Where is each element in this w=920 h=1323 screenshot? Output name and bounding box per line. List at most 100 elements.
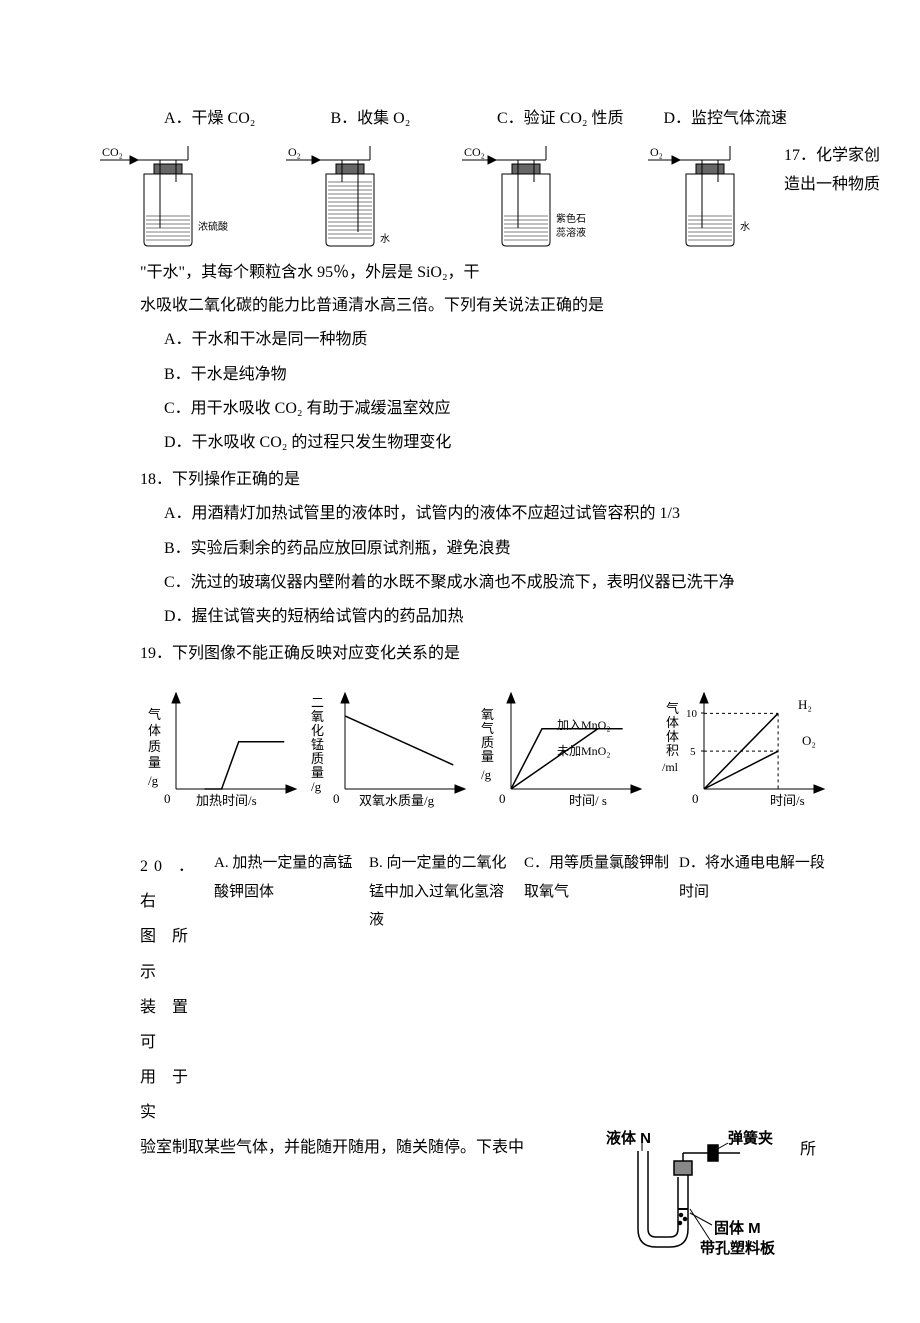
q18-opt-c: C．洗过的玻璃仪器内壁附着的水既不聚成水滴也不成股流下，表明仪器已洗干净 [164,568,830,598]
q18-opt-d: D．握住试管夹的短柄给试管内的药品加热 [164,602,830,632]
graph-c-series1: 加入MnO₂ [557,718,611,732]
q19-cap-d: D．将水通电电解一段时间 [675,849,830,935]
svg-text:体: 体 [148,723,161,738]
svg-text:/g: /g [481,767,492,782]
q20-left-text: 20 ． 右 图 所 示 装 置 可 用 于 实 [140,849,210,1131]
q16-fig-c: CO₂ [462,142,612,252]
q19-graph-a: 气 体 质 量 /g 0 加热时间/s [140,689,305,819]
q16-figures-row: CO₂ [100,142,880,252]
q17-opt-d: D．干水吸收 CO₂ 的过程只发生物理变化 [164,428,830,458]
q20-tail-2: 所 [800,1133,830,1165]
svg-text:质: 质 [481,735,494,750]
graph-a-icon: 气 体 质 量 /g 0 加热时间/s [140,689,305,819]
graph-d-icon: 气 体 体 积 /ml 10 5 H₂ O₂ 0 时间/s [660,689,840,819]
q17-line2: 水吸收二氧化碳的能力比普通清水高三倍。下列有关说法正确的是 [140,291,830,321]
q19-cap-b: B. 向一定量的二氧化锰中加入过氧化氢溶液 [365,849,520,935]
graph-b-origin: 0 [333,791,340,806]
q20-left-3: 装 置 可 [140,990,210,1060]
svg-text:量: 量 [311,765,324,780]
q20-left-2: 图 所 示 [140,919,210,989]
graph-c-series2: 未加MnO₂ [557,744,611,758]
svg-text:气: 气 [481,721,494,736]
svg-text:/ml: /ml [662,760,679,774]
q20-tail-text: 验室制取某些气体，并能随开随用，随关随停。下表中 [140,1133,600,1163]
liquid-label-a: 浓硫酸 [198,220,228,233]
q16-opt-b: B．收集 O₂ [331,104,498,134]
svg-text:化: 化 [311,723,324,738]
graph-d-xlabel: 时间/s [770,793,805,808]
svg-text:二: 二 [311,695,324,710]
q17-options: A．干水和干冰是同一种物质 B．干水是纯净物 C．用干水吸收 CO₂ 有助于减缓… [164,325,830,459]
q16-opt-c: C．验证 CO₂ 性质 [497,104,664,134]
q20-tail-1: 验室制取某些气体，并能随开随用，随关随停。下表中 [140,1139,524,1156]
bottle-c-icon: CO₂ [462,142,612,252]
q16-opt-d: D．监控气体流速 [664,104,831,134]
graph-c-xlabel: 时间/ s [569,793,607,808]
q17-lead-line2: 造出一种物质 [784,171,880,200]
page: A．干燥 CO₂ B．收集 O₂ C．验证 CO₂ 性质 D．监控气体流速 CO… [0,0,920,1323]
q18-options: A．用酒精灯加热试管里的液体时，试管内的液体不应超过试管容积的 1/3 B．实验… [164,499,830,633]
graph-d-y5: 5 [690,746,696,758]
gas-label-a: CO₂ [102,145,123,159]
svg-text:/g: /g [148,773,159,788]
q17-opt-c: C．用干水吸收 CO₂ 有助于减缓温室效应 [164,394,830,424]
svg-text:氧: 氧 [311,709,324,724]
svg-text:积: 积 [666,743,679,758]
q16-fig-d: O₂ [648,142,880,252]
graph-b-xlabel: 双氧水质量/g [359,793,435,808]
q16-options: A．干燥 CO₂ B．收集 O₂ C．验证 CO₂ 性质 D．监控气体流速 [164,104,830,134]
svg-text:体: 体 [666,729,679,744]
q19-captions: A. 加热一定量的高锰酸钾固体 B. 向一定量的二氧化锰中加入过氧化氢溶液 C．… [210,849,830,935]
q20-left-4: 用 于 实 [140,1060,210,1130]
gas-label-d: O₂ [650,145,663,159]
q19-stem: 19．下列图像不能正确反映对应变化关系的是 [140,639,830,669]
dev-liquid-n: 液体 N [606,1125,651,1154]
q17-line1: "干水"，其每个颗粒含水 95％，外层是 SiO₂，干 [140,258,830,288]
svg-text:锰: 锰 [311,737,324,752]
q18-opt-a: A．用酒精灯加热试管里的液体时，试管内的液体不应超过试管容积的 1/3 [164,499,830,529]
liquid-label-d: 水 [740,221,750,233]
q17-opt-a: A．干水和干冰是同一种物质 [164,325,830,355]
q19-graphs: 气 体 质 量 /g 0 加热时间/s 二 氧 化 [140,689,830,819]
q16-opt-a: A．干燥 CO₂ [164,104,331,134]
q16-fig-a: CO₂ [100,142,250,252]
q17-lead-line1: 17．化学家创 [784,142,880,171]
q18-stem: 18．下列操作正确的是 [140,465,830,495]
bottle-d-icon: O₂ [648,142,778,252]
q16-fig-b: O₂ [286,142,426,252]
q19-graph-d: 气 体 体 积 /ml 10 5 H₂ O₂ 0 时间/s [660,689,840,819]
q20-left-1: 20 ． 右 [140,849,210,919]
liquid-label-b: 水 [380,233,390,245]
gas-label-c: CO₂ [464,145,485,159]
q17-opt-b: B．干水是纯净物 [164,360,830,390]
graph-d-y10: 10 [686,708,698,720]
graph-c-icon: 氧 气 质 量 /g 加入MnO₂ 未加MnO₂ 0 时间/ s [475,689,660,819]
q19-cap-a: A. 加热一定量的高锰酸钾固体 [210,849,365,935]
q19-graph-b: 二 氧 化 锰 质 量 /g 0 双氧水质量/g [305,689,475,819]
dev-clip: 弹簧夹 [728,1125,773,1154]
q17-leadin: 17．化学家创 造出一种物质 [784,142,880,200]
liquid-label-c1: 紫色石 [556,212,586,225]
graph-a-y1: 气 [148,707,161,722]
gas-label-b: O₂ [288,145,301,159]
q18-opt-b: B．实验后剩余的药品应放回原试剂瓶，避免浪费 [164,534,830,564]
graph-d-origin: 0 [692,791,699,806]
liquid-label-c2: 蕊溶液 [556,226,586,239]
graph-b-icon: 二 氧 化 锰 质 量 /g 0 双氧水质量/g [305,689,475,819]
svg-text:氧: 氧 [481,707,494,722]
svg-text:量: 量 [481,749,494,764]
graph-d-series1: H₂ [798,697,812,712]
svg-text:质: 质 [148,739,161,754]
q20-block: 20 ． 右 图 所 示 装 置 可 用 于 实 A. 加热一定量的高锰酸钾固体… [140,849,830,1131]
svg-text:量: 量 [148,755,161,770]
svg-text:体: 体 [666,715,679,730]
svg-text:气: 气 [666,701,679,716]
bottle-a-icon: CO₂ [100,142,250,252]
bottle-b-icon: O₂ [286,142,426,252]
svg-text:质: 质 [311,751,324,766]
q19-cap-c: C．用等质量氯酸钾制取氧气 [520,849,675,935]
q19-graph-c: 氧 气 质 量 /g 加入MnO₂ 未加MnO₂ 0 时间/ s [475,689,660,819]
q20-device: 液体 N 弹簧夹 固体 M 带孔塑料板 [600,1133,800,1263]
dev-plate: 带孔塑料板 [700,1235,775,1264]
graph-a-origin: 0 [164,791,171,806]
